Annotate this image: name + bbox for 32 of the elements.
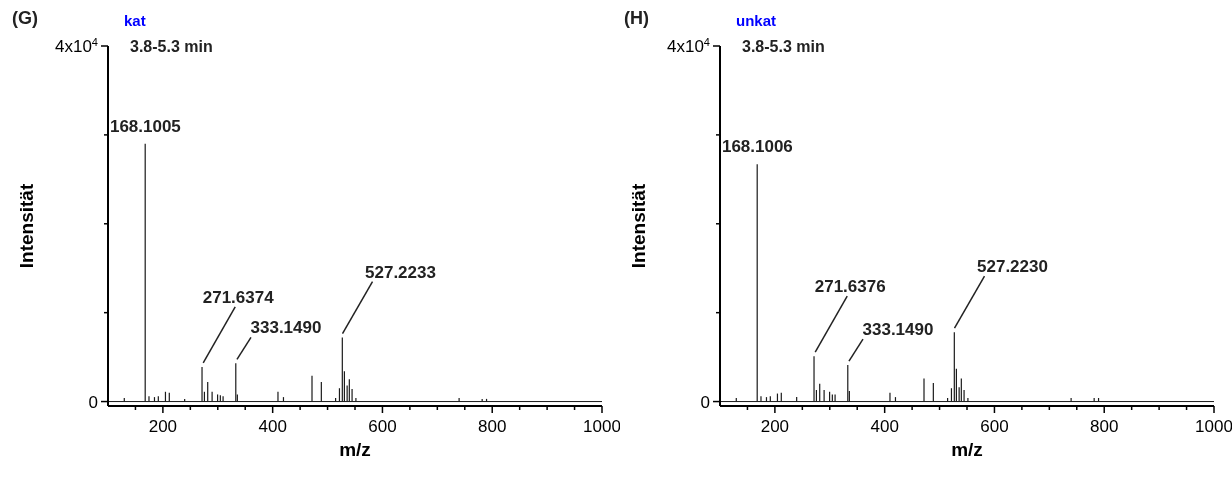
chart-title: (H)	[624, 8, 649, 29]
chart-subtitle: unkat	[736, 12, 777, 29]
x-axis-title: m/z	[951, 439, 983, 460]
chart-title: (G)	[12, 8, 38, 29]
x-tick-label: 200	[760, 417, 790, 436]
y-axis-title: Intensität	[627, 183, 649, 269]
x-tick-label: 200	[148, 417, 178, 436]
x-tick-label: 400	[258, 417, 287, 436]
x-tick-label: 1000	[1195, 417, 1232, 436]
x-tick-label: 800	[1090, 417, 1119, 436]
annotation: 168.1006	[721, 137, 793, 157]
annotation: 168.1005	[109, 116, 181, 136]
chart-subtitle: kat	[124, 12, 146, 29]
y-tick-label: 0	[88, 392, 98, 412]
x-tick-label: 800	[478, 417, 507, 436]
annotation: 271.6376	[814, 277, 886, 297]
y-tick-label: 0	[700, 392, 710, 412]
x-tick-label: 400	[870, 417, 899, 436]
x-tick-label: 600	[368, 417, 397, 436]
annotation: 3.8-5.3 min	[742, 38, 825, 56]
x-tick-label: 1000	[583, 417, 621, 436]
annotation: 333.1490	[862, 320, 934, 340]
annotation: 527.2233	[365, 262, 436, 282]
annotation: 333.1490	[250, 318, 322, 338]
annotation: 3.8-5.3 min	[130, 38, 213, 56]
y-tick-label: 4x10$^{4}$	[54, 36, 98, 56]
x-axis-title: m/z	[339, 439, 371, 460]
annotation: 527.2230	[977, 257, 1048, 277]
y-tick-label: 4x10$^{4}$	[666, 36, 710, 56]
x-tick-label: 600	[980, 417, 1009, 436]
annotation: 271.6374	[202, 287, 275, 307]
y-axis-title: Intensität	[15, 183, 37, 269]
